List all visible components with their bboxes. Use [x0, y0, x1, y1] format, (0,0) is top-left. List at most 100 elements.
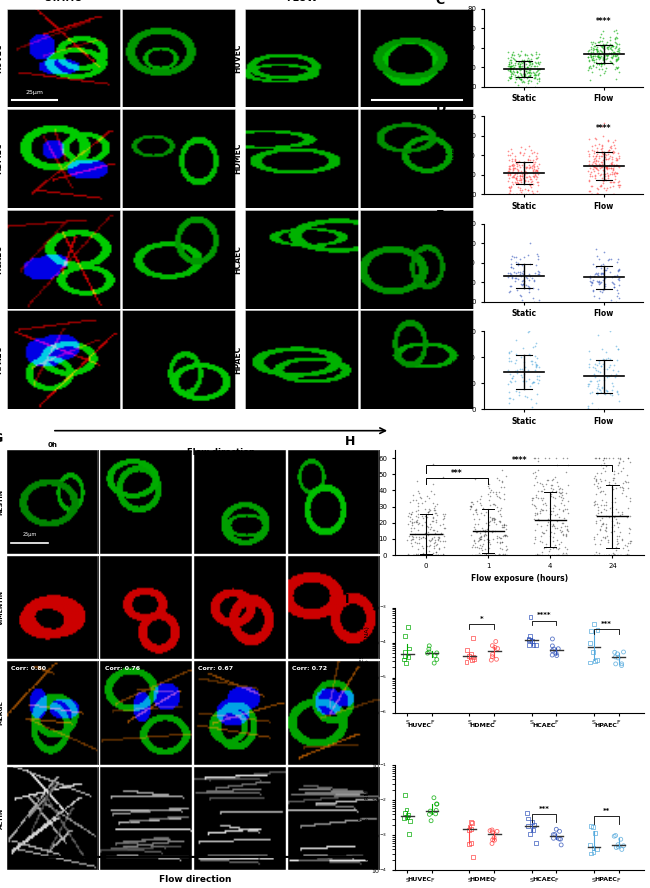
Point	[413, 522, 423, 536]
Point	[488, 496, 498, 511]
Point	[532, 518, 542, 532]
Point	[547, 548, 557, 562]
Point	[599, 548, 609, 562]
Point	[528, 153, 538, 167]
Point	[612, 364, 623, 378]
Point	[519, 274, 529, 288]
Point	[525, 160, 536, 174]
Point	[504, 180, 515, 194]
Point	[608, 510, 619, 524]
Point	[515, 59, 525, 73]
Point	[505, 187, 515, 202]
Point	[601, 520, 611, 535]
Text: ***: ***	[601, 621, 612, 627]
Point	[523, 274, 534, 288]
Point	[486, 483, 497, 497]
Point	[519, 182, 530, 196]
Point	[545, 543, 555, 557]
Point	[495, 480, 506, 495]
Point	[410, 515, 420, 529]
Text: Corr: 0.67: Corr: 0.67	[198, 666, 233, 671]
Point	[408, 548, 419, 562]
Point	[411, 509, 421, 523]
Point	[515, 72, 526, 86]
Point	[584, 43, 594, 57]
Point	[506, 68, 517, 83]
Point	[595, 178, 605, 193]
Point	[592, 49, 602, 63]
Point	[617, 506, 627, 520]
Point	[513, 77, 523, 91]
Point	[524, 281, 534, 296]
Point	[538, 503, 548, 518]
Point	[605, 54, 616, 68]
Point	[601, 163, 612, 177]
Point	[598, 154, 608, 168]
Point	[438, 507, 448, 521]
Point	[623, 475, 633, 489]
Point	[612, 458, 623, 472]
Point	[504, 159, 515, 173]
Point	[504, 179, 514, 194]
Point	[512, 155, 522, 170]
Point	[599, 42, 609, 56]
Point	[519, 146, 530, 160]
Point	[524, 53, 534, 67]
Point	[471, 548, 482, 562]
Point	[526, 143, 536, 157]
Point	[484, 533, 495, 547]
Point	[519, 141, 530, 155]
Point	[614, 451, 625, 465]
Point	[609, 471, 619, 485]
Point	[594, 50, 604, 64]
Point	[508, 60, 518, 75]
Point	[602, 361, 612, 376]
Point	[584, 357, 594, 371]
Point	[506, 375, 516, 389]
Text: B: B	[251, 12, 260, 25]
Point	[484, 515, 495, 529]
Point	[599, 531, 610, 545]
Point	[596, 258, 606, 273]
Point	[595, 158, 605, 172]
Point	[507, 157, 517, 171]
Point	[612, 342, 623, 356]
Point	[611, 543, 621, 558]
Point	[524, 324, 534, 338]
Point	[517, 370, 527, 385]
Point	[529, 169, 539, 183]
Point	[417, 509, 427, 523]
Point	[597, 157, 608, 171]
Point	[501, 528, 512, 543]
Point	[591, 161, 601, 175]
Point	[586, 61, 597, 75]
Point	[526, 354, 537, 369]
Point	[612, 52, 622, 67]
Point	[526, 52, 537, 66]
Point	[530, 168, 540, 182]
Point	[406, 518, 417, 532]
Point	[600, 279, 610, 293]
Point	[438, 547, 448, 561]
Point	[598, 283, 608, 297]
Point	[546, 503, 556, 518]
Point	[533, 512, 543, 527]
Point	[604, 158, 614, 172]
Point	[601, 503, 611, 517]
Point	[588, 41, 598, 55]
Point	[528, 451, 539, 465]
Point	[411, 515, 422, 529]
Point	[587, 396, 597, 410]
Point	[510, 58, 521, 72]
Point	[592, 186, 602, 200]
Point	[534, 62, 544, 76]
Point	[600, 277, 610, 291]
Point	[606, 55, 616, 69]
Point	[528, 158, 539, 172]
Point	[421, 519, 432, 533]
Point	[530, 359, 541, 373]
Point	[430, 527, 440, 541]
Point	[504, 268, 515, 282]
Point	[589, 164, 599, 178]
Point	[516, 276, 526, 290]
